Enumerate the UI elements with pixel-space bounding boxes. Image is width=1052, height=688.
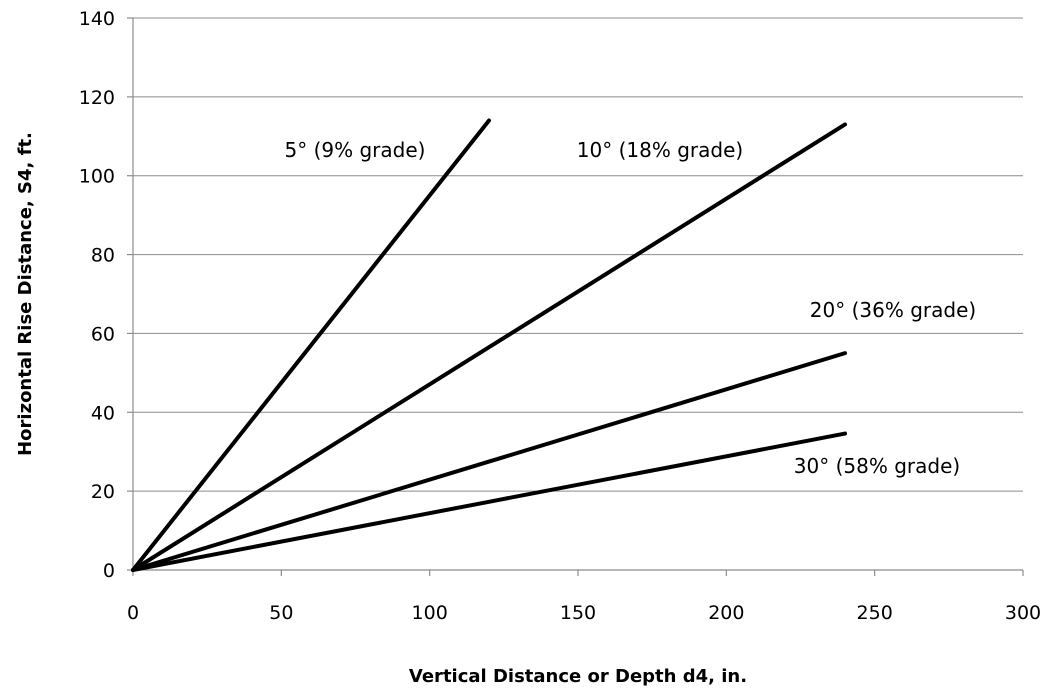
series-label-1: 5° (9% grade) xyxy=(285,138,426,162)
y-tick-label: 0 xyxy=(103,560,115,582)
x-tick-label: 300 xyxy=(1005,602,1041,624)
series-line-3 xyxy=(131,351,847,572)
series-label-4: 30° (58% grade) xyxy=(794,454,960,478)
x-tick-label: 200 xyxy=(708,602,744,624)
tick-labels: 0 20 40 60 80 100 120 140 0 50 100 150 200 250 300 xyxy=(79,8,1041,624)
x-tick-label: 50 xyxy=(269,602,293,624)
axes xyxy=(127,17,1024,576)
series-line-4 xyxy=(131,431,847,572)
x-tick-label: 250 xyxy=(857,602,893,624)
y-axis-title: Horizontal Rise Distance, S4, ft. xyxy=(15,132,36,456)
series-label-2: 10° (18% grade) xyxy=(577,138,743,162)
y-tick-label: 100 xyxy=(79,166,115,188)
series-lines xyxy=(131,118,847,572)
x-tick-label: 100 xyxy=(412,602,448,624)
y-tick-label: 120 xyxy=(79,87,115,109)
x-tick-label: 150 xyxy=(560,602,596,624)
y-tick-label: 80 xyxy=(91,245,115,267)
series-line-1 xyxy=(131,118,491,572)
gridlines xyxy=(133,17,1023,492)
x-tick-label: 0 xyxy=(127,602,139,624)
series-labels: 5° (9% grade) 10° (18% grade) 20° (36% gra… xyxy=(285,138,977,478)
y-tick-label: 40 xyxy=(91,402,115,424)
series-line-2 xyxy=(131,122,847,572)
y-tick-label: 140 xyxy=(79,8,115,30)
y-tick-label: 20 xyxy=(91,481,115,503)
y-tick-label: 60 xyxy=(91,323,115,345)
x-axis-title: Vertical Distance or Depth d4, in. xyxy=(409,666,747,687)
series-label-3: 20° (36% grade) xyxy=(810,298,976,322)
